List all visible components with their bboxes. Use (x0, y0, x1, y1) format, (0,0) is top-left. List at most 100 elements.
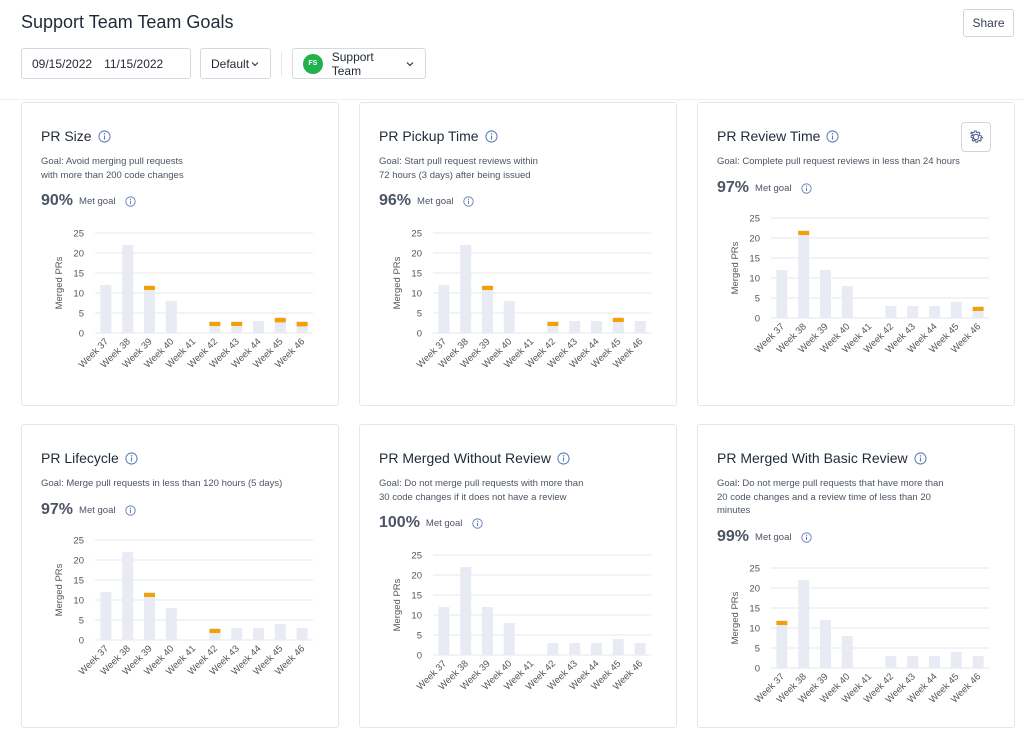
bar (503, 623, 515, 655)
missed-goal-marker (231, 322, 243, 326)
goal-percent: 99% (717, 528, 750, 545)
bar (591, 321, 602, 333)
chevron-down-icon (406, 61, 414, 66)
y-tick-label: 15 (749, 254, 760, 265)
bar (231, 321, 243, 333)
missed-goal-marker (209, 322, 221, 326)
team-avatar: FS (303, 53, 323, 74)
bar (634, 321, 646, 333)
chevron-down-icon (251, 61, 259, 66)
view-select[interactable]: Default (200, 48, 271, 79)
y-axis-label: Merged PRs (392, 256, 403, 309)
missed-goal-marker (972, 307, 984, 311)
y-tick-label: 0 (79, 636, 84, 647)
date-range-picker[interactable]: 09/15/2022 11/15/2022 (21, 48, 191, 79)
toolbar-divider (281, 52, 282, 76)
y-tick-label: 15 (73, 269, 84, 280)
missed-goal-marker (547, 322, 559, 326)
card-title-text: PR Merged Without Review (379, 450, 551, 466)
goal-card-pr-lifecycle: PR Lifecycle Goal: Merge pull requests i… (21, 424, 339, 728)
missed-goal-marker (274, 318, 286, 323)
card-title: PR Review Time (717, 128, 840, 144)
goal-description: Goal: Start pull request reviews within … (379, 156, 538, 181)
met-goal-label: Met goal (79, 195, 116, 207)
info-icon[interactable] (125, 504, 137, 516)
y-tick-label: 0 (755, 664, 760, 675)
missed-goal-marker (296, 322, 308, 327)
y-tick-label: 20 (411, 571, 422, 582)
missed-goal-marker (798, 231, 810, 235)
bar (776, 270, 788, 318)
y-tick-label: 15 (411, 591, 422, 602)
info-icon[interactable] (914, 451, 927, 465)
y-tick-label: 25 (749, 564, 760, 575)
y-tick-label: 5 (79, 616, 84, 627)
card-title: PR Merged With Basic Review (717, 450, 927, 466)
info-icon[interactable] (463, 195, 475, 207)
bar (841, 286, 853, 318)
card-title-text: PR Pickup Time (379, 128, 479, 144)
missed-goal-marker (209, 629, 221, 633)
y-tick-label: 15 (749, 604, 760, 615)
info-icon[interactable] (125, 195, 137, 207)
goal-percent: 97% (41, 501, 74, 518)
bar (209, 628, 221, 640)
y-tick-label: 25 (73, 229, 84, 240)
goal-percent: 100% (379, 514, 420, 531)
info-icon[interactable] (97, 129, 111, 143)
bar (122, 245, 134, 333)
share-button[interactable]: Share (963, 9, 1014, 37)
bar (885, 656, 897, 668)
info-icon[interactable] (557, 451, 570, 465)
info-icon[interactable] (801, 182, 813, 194)
info-icon[interactable] (125, 451, 138, 465)
card-title: PR Merged Without Review (379, 450, 570, 466)
goal-card-pr-size: PR Size Goal: Avoid merging pull request… (21, 102, 339, 406)
info-icon[interactable] (472, 517, 484, 529)
info-icon[interactable] (485, 129, 498, 143)
y-tick-label: 0 (417, 651, 422, 662)
y-tick-label: 20 (749, 234, 760, 245)
date-end: 11/15/2022 (104, 56, 164, 71)
met-goal-label: Met goal (425, 517, 463, 529)
bar (820, 620, 831, 668)
team-select[interactable]: FS Support Team (292, 48, 426, 79)
bar (798, 230, 810, 318)
bar (165, 608, 177, 640)
goal-description: Goal: Merge pull requests in less than 1… (41, 478, 283, 489)
y-tick-label: 20 (73, 249, 84, 260)
y-tick-label: 20 (411, 249, 422, 260)
bar (482, 285, 493, 333)
settings-button[interactable] (961, 122, 991, 152)
goal-status: 100% Met goal (379, 514, 484, 532)
bar (165, 301, 177, 333)
y-tick-label: 5 (417, 631, 422, 642)
bar (950, 652, 962, 668)
y-tick-label: 20 (749, 584, 760, 595)
bar (460, 567, 472, 655)
y-tick-label: 5 (755, 294, 760, 305)
bar (776, 620, 788, 668)
info-icon[interactable] (826, 129, 840, 143)
bar (460, 245, 472, 333)
bar (907, 306, 919, 318)
bar (972, 656, 984, 668)
view-select-value: Default (211, 56, 250, 71)
info-icon[interactable] (801, 531, 813, 543)
card-title-text: PR Size (41, 128, 92, 144)
goal-description: Goal: Avoid merging pull requests with m… (41, 156, 184, 181)
bar (591, 643, 602, 655)
bar (972, 306, 984, 318)
bar (929, 656, 940, 668)
card-title: PR Lifecycle (41, 450, 138, 466)
met-goal-label: Met goal (755, 182, 792, 194)
goal-card-pr-merged-with-basic-review: PR Merged With Basic Review Goal: Do not… (697, 424, 1015, 728)
goal-status: 97% Met goal (41, 501, 137, 519)
goal-card-pr-merged-without-review: PR Merged Without Review Goal: Do not me… (359, 424, 677, 728)
goal-status: 90% Met goal (41, 192, 137, 210)
gear-icon (969, 130, 984, 143)
